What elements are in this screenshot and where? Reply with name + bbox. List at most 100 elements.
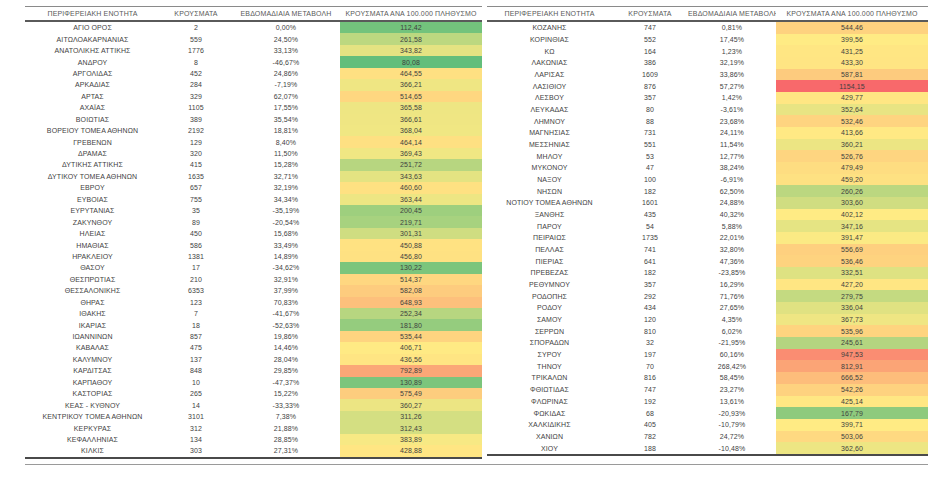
cases-cell[interactable]: 17 (160, 262, 232, 273)
region-cell[interactable]: ΤΡΙΚΑΛΩΝ (487, 372, 612, 384)
cases-cell[interactable]: 1105 (160, 102, 232, 113)
weekly-change-cell[interactable]: 24,72% (688, 431, 776, 443)
region-cell[interactable]: ΙΩΑΝΝΙΝΩΝ (25, 331, 160, 342)
cases-cell[interactable]: 192 (612, 396, 688, 408)
weekly-change-cell[interactable]: -21,95% (688, 337, 776, 349)
weekly-change-cell[interactable]: 27,65% (688, 302, 776, 314)
cases-per-100k-cell[interactable]: 311,26 (340, 411, 482, 422)
header-regional-unit[interactable]: ΠΕΡΙΦΕΡΕΙΑΚΗ ΕΝΟΤΗΤΑ (25, 7, 160, 20)
region-cell[interactable]: ΣΥΡΟΥ (487, 349, 612, 361)
weekly-change-cell[interactable]: 12,77% (688, 150, 776, 162)
cases-per-100k-cell[interactable]: 260,26 (776, 185, 928, 197)
region-cell[interactable]: ΚΕΡΚΥΡΑΣ (25, 422, 160, 433)
cases-cell[interactable]: 876 (612, 80, 688, 92)
region-cell[interactable]: ΡΟΔΟΥ (487, 302, 612, 314)
cases-cell[interactable]: 475 (160, 342, 232, 353)
region-cell[interactable]: ΔΥΤΙΚΟΥ ΤΟΜΕΑ ΑΘΗΝΩΝ (25, 171, 160, 182)
cases-cell[interactable]: 386 (612, 57, 688, 69)
weekly-change-cell[interactable]: 23,68% (688, 115, 776, 127)
weekly-change-cell[interactable]: 47,36% (688, 255, 776, 267)
weekly-change-cell[interactable]: 24,11% (688, 127, 776, 139)
region-cell[interactable]: ΚΕΝΤΡΙΚΟΥ ΤΟΜΕΑ ΑΘΗΝΩΝ (25, 411, 160, 422)
region-cell[interactable]: ΧΙΟΥ (487, 442, 612, 454)
cases-per-100k-cell[interactable]: 413,66 (776, 127, 928, 139)
region-cell[interactable]: ΔΥΤΙΚΗΣ ΑΤΤΙΚΗΣ (25, 159, 160, 170)
cases-cell[interactable]: 552 (612, 34, 688, 46)
cases-per-100k-cell[interactable]: 366,61 (340, 114, 482, 125)
region-cell[interactable]: ΠΡΕΒΕΖΑΣ (487, 267, 612, 279)
cases-per-100k-cell[interactable]: 80,08 (340, 56, 482, 67)
region-cell[interactable]: ΕΥΡΥΤΑΝΙΑΣ (25, 205, 160, 216)
region-cell[interactable]: ΒΟΙΩΤΙΑΣ (25, 114, 160, 125)
cases-per-100k-cell[interactable]: 200,45 (340, 205, 482, 216)
region-cell[interactable]: ΞΑΝΘΗΣ (487, 209, 612, 221)
region-cell[interactable]: ΡΟΔΟΠΗΣ (487, 290, 612, 302)
weekly-change-cell[interactable]: 32,71% (232, 171, 340, 182)
weekly-change-cell[interactable]: 17,55% (232, 102, 340, 113)
cases-per-100k-cell[interactable]: 542,26 (776, 384, 928, 396)
cases-per-100k-cell[interactable]: 399,56 (776, 34, 928, 46)
cases-cell[interactable]: 123 (160, 297, 232, 308)
weekly-change-cell[interactable]: 60,16% (688, 349, 776, 361)
region-cell[interactable]: ΚΟΖΑΝΗΣ (487, 22, 612, 34)
cases-per-100k-cell[interactable]: 167,79 (776, 407, 928, 419)
cases-cell[interactable]: 559 (160, 33, 232, 44)
region-cell[interactable]: ΚΑΡΔΙΤΣΑΣ (25, 365, 160, 376)
cases-cell[interactable]: 80 (612, 104, 688, 116)
cases-cell[interactable]: 88 (612, 115, 688, 127)
weekly-change-cell[interactable]: 32,19% (232, 182, 340, 193)
cases-per-100k-cell[interactable]: 336,04 (776, 302, 928, 314)
cases-per-100k-cell[interactable]: 391,47 (776, 232, 928, 244)
region-cell[interactable]: ΚΕΑΣ - ΚΥΘΝΟΥ (25, 399, 160, 410)
region-cell[interactable]: ΔΡΑΜΑΣ (25, 148, 160, 159)
region-cell[interactable]: ΕΥΒΟΙΑΣ (25, 194, 160, 205)
cases-per-100k-cell[interactable]: 301,31 (340, 228, 482, 239)
region-cell[interactable]: ΑΝΑΤΟΛΙΚΗΣ ΑΤΤΙΚΗΣ (25, 45, 160, 56)
region-cell[interactable]: ΠΕΛΛΑΣ (487, 244, 612, 256)
region-cell[interactable]: ΝΑΞΟΥ (487, 174, 612, 186)
weekly-change-cell[interactable]: 22,01% (688, 232, 776, 244)
cases-cell[interactable]: 320 (160, 148, 232, 159)
header-cases[interactable]: ΚΡΟΥΣΜΑΤΑ (612, 7, 688, 20)
cases-per-100k-cell[interactable]: 431,25 (776, 45, 928, 57)
weekly-change-cell[interactable]: 71,76% (688, 290, 776, 302)
cases-cell[interactable]: 303 (160, 445, 232, 456)
region-cell[interactable]: ΚΑΒΑΛΑΣ (25, 342, 160, 353)
weekly-change-cell[interactable]: 24,50% (232, 33, 340, 44)
weekly-change-cell[interactable]: 14,46% (232, 342, 340, 353)
region-cell[interactable]: ΧΑΝΙΩΝ (487, 431, 612, 443)
cases-cell[interactable]: 284 (160, 79, 232, 90)
cases-cell[interactable]: 7 (160, 308, 232, 319)
cases-cell[interactable]: 53 (612, 150, 688, 162)
weekly-change-cell[interactable]: 32,19% (688, 57, 776, 69)
cases-cell[interactable]: 731 (612, 127, 688, 139)
cases-per-100k-cell[interactable]: 535,44 (340, 331, 482, 342)
cases-cell[interactable]: 1635 (160, 171, 232, 182)
cases-cell[interactable]: 89 (160, 216, 232, 227)
weekly-change-cell[interactable]: -20,93% (688, 407, 776, 419)
cases-cell[interactable]: 129 (160, 136, 232, 147)
weekly-change-cell[interactable]: 5,88% (688, 220, 776, 232)
weekly-change-cell[interactable]: 16,29% (688, 279, 776, 291)
region-cell[interactable]: ΚΑΣΤΟΡΙΑΣ (25, 388, 160, 399)
region-cell[interactable]: ΘΗΡΑΣ (25, 297, 160, 308)
weekly-change-cell[interactable]: 28,04% (232, 354, 340, 365)
region-cell[interactable]: ΜΑΓΝΗΣΙΑΣ (487, 127, 612, 139)
weekly-change-cell[interactable]: -46,67% (232, 56, 340, 67)
header-cases[interactable]: ΚΡΟΥΣΜΑΤΑ (160, 7, 232, 20)
cases-cell[interactable]: 415 (160, 159, 232, 170)
region-cell[interactable]: ΛΑΡΙΣΑΣ (487, 69, 612, 81)
region-cell[interactable]: ΠΕΙΡΑΙΩΣ (487, 232, 612, 244)
weekly-change-cell[interactable]: -6,91% (688, 174, 776, 186)
region-cell[interactable]: ΦΘΙΩΤΙΔΑΣ (487, 384, 612, 396)
weekly-change-cell[interactable]: 62,50% (688, 185, 776, 197)
header-weekly-change[interactable]: ΕΒΔΟΜΑΔΙΑΙΑ ΜΕΤΑΒΟΛΗ (232, 7, 340, 20)
weekly-change-cell[interactable]: 15,68% (232, 228, 340, 239)
cases-per-100k-cell[interactable]: 575,49 (340, 388, 482, 399)
weekly-change-cell[interactable]: -33,33% (232, 399, 340, 410)
weekly-change-cell[interactable]: 268,42% (688, 360, 776, 372)
weekly-change-cell[interactable]: 21,88% (232, 422, 340, 433)
region-cell[interactable]: ΤΗΝΟΥ (487, 360, 612, 372)
cases-cell[interactable]: 434 (612, 302, 688, 314)
cases-cell[interactable]: 857 (160, 331, 232, 342)
